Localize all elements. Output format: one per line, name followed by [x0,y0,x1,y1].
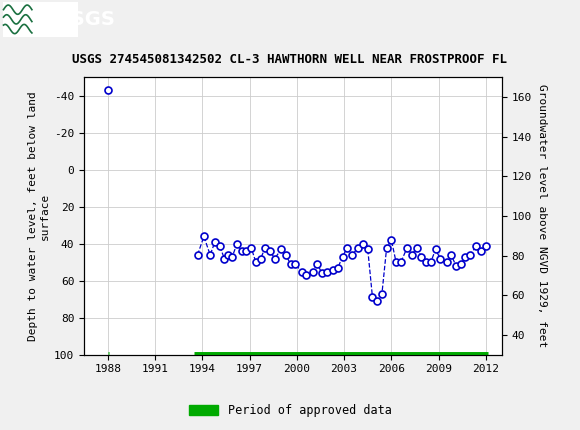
Y-axis label: Groundwater level above NGVD 1929, feet: Groundwater level above NGVD 1929, feet [537,84,547,348]
Legend: Period of approved data: Period of approved data [184,399,396,422]
Y-axis label: Depth to water level, feet below land
surface: Depth to water level, feet below land su… [28,91,50,341]
Text: USGS: USGS [55,10,115,29]
Bar [3,2,78,37]
Text: USGS 274545081342502 CL-3 HAWTHORN WELL NEAR FROSTPROOF FL: USGS 274545081342502 CL-3 HAWTHORN WELL … [72,53,508,66]
